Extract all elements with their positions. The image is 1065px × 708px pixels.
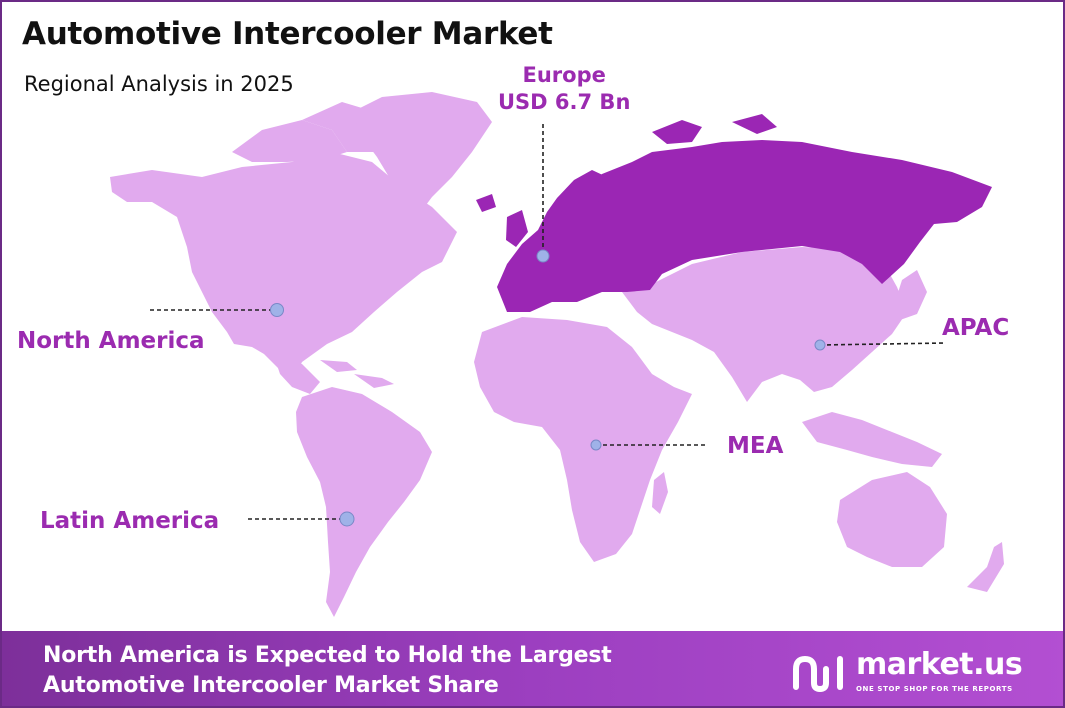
region-value-europe: USD 6.7 Bn xyxy=(498,90,631,114)
land-mea xyxy=(474,317,692,562)
marker-apac[interactable] xyxy=(814,339,826,351)
land-madagascar xyxy=(652,472,668,514)
land-greenland xyxy=(352,92,492,217)
footer-line-1: North America is Expected to Hold the La… xyxy=(43,643,612,668)
brand-block[interactable]: market.us ONE STOP SHOP FOR THE REPORTS xyxy=(790,647,1040,699)
land-apac xyxy=(622,247,907,402)
land-caribbean xyxy=(354,374,394,388)
region-label-mea: MEA xyxy=(727,433,784,459)
marker-north-america[interactable] xyxy=(270,303,284,317)
land-new-zealand xyxy=(967,542,1004,592)
land-se-asia-islands xyxy=(802,412,942,467)
region-label-latin-america: Latin America xyxy=(40,508,220,534)
footer-text: North America is Expected to Hold the La… xyxy=(43,641,612,701)
region-label-europe: Europe USD 6.7 Bn xyxy=(498,62,630,116)
land-latin-america xyxy=(296,387,432,617)
region-label-north-america: North America xyxy=(17,328,205,354)
marker-latin-america[interactable] xyxy=(339,511,355,527)
leader-lines xyxy=(150,124,947,520)
leader-line-apac xyxy=(819,342,947,346)
land-australia xyxy=(837,472,947,567)
marker-mea[interactable] xyxy=(590,439,602,451)
marker-europe[interactable] xyxy=(536,249,550,263)
footer-line-2: Automotive Intercooler Market Share xyxy=(43,673,499,698)
region-name-europe: Europe xyxy=(522,63,606,87)
brand-tagline: ONE STOP SHOP FOR THE REPORTS xyxy=(856,685,1013,693)
footer-banner: North America is Expected to Hold the La… xyxy=(2,631,1063,706)
land-europe xyxy=(476,114,992,312)
market-us-logo-icon xyxy=(793,655,843,693)
brand-name: market.us xyxy=(856,647,1023,682)
land-japan xyxy=(895,270,927,320)
world-map xyxy=(110,92,1004,617)
page-title: Automotive Intercooler Market xyxy=(22,16,553,52)
page-subtitle: Regional Analysis in 2025 xyxy=(24,72,294,96)
markers xyxy=(270,249,826,527)
region-label-apac: APAC xyxy=(942,315,1010,341)
